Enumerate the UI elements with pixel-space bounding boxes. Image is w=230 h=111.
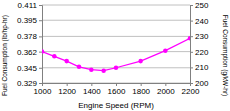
grid [42, 5, 190, 83]
tick: 220 [190, 48, 209, 57]
grid-line [42, 20, 190, 21]
tick-mark [190, 36, 193, 37]
tick-mark [91, 83, 92, 86]
chart: 10001200140016001800200022000.3290.3450.… [0, 0, 230, 111]
tick: 250 [190, 1, 209, 10]
y-axis: 0.329 0.345 0.362 0.378 0.395 0.411 [17, 1, 43, 88]
marker [42, 49, 44, 54]
tick-label: 0.329 [17, 79, 38, 88]
y-axis-title: Fuel Consumption (lb/hp-hr) [1, 15, 9, 96]
tick-mark [141, 83, 142, 86]
tick: 1200 [58, 83, 76, 96]
x-axis: 1000120014001600180020002200 [34, 83, 200, 96]
tick-label: 1400 [83, 87, 101, 96]
tick: 240 [190, 17, 209, 26]
tick-mark [116, 83, 117, 86]
tick-label: 0.395 [17, 16, 38, 25]
x-axis-title: Engine Speed (RPM) [78, 101, 154, 110]
marker [163, 48, 168, 53]
tick-label: 0.378 [17, 32, 38, 41]
tick-label: 220 [195, 48, 209, 57]
marker [89, 67, 94, 72]
tick-mark [39, 68, 42, 69]
tick: 0.329 [17, 79, 42, 88]
tick-label: 1600 [108, 87, 126, 96]
grid-line [42, 51, 190, 52]
marker [114, 66, 119, 71]
series-line [42, 38, 190, 70]
tick-label: 250 [195, 1, 209, 10]
tick-label: 210 [195, 63, 209, 72]
tick-label: 1200 [58, 87, 76, 96]
tick-label: 240 [195, 17, 209, 26]
tick: 1400 [83, 83, 101, 96]
marker [188, 36, 190, 41]
tick: 200 [190, 79, 209, 88]
y2-axis-title: Fuel Consumption (g/kW-hr) [221, 15, 229, 97]
tick-mark [39, 36, 42, 37]
tick: 0.411 [18, 1, 42, 10]
tick: 230 [190, 32, 209, 41]
tick-mark [190, 5, 193, 6]
tick-mark [190, 83, 193, 84]
tick-mark [39, 5, 42, 6]
tick: 1600 [108, 83, 126, 96]
tick-label: 2000 [157, 87, 175, 96]
tick-mark [165, 83, 166, 86]
marker [64, 59, 69, 64]
tick: 2000 [157, 83, 175, 96]
marker [77, 65, 82, 70]
tick: 0.345 [17, 64, 42, 73]
tick-label: 0.362 [17, 48, 38, 57]
tick-mark [190, 21, 193, 22]
tick: 0.378 [17, 32, 42, 41]
tick: 0.362 [17, 48, 42, 57]
tick-label: 230 [195, 32, 209, 41]
tick-mark [39, 83, 42, 84]
y2-axis: 200 210 220 230 240 250 [190, 1, 209, 88]
axis-line [39, 6, 43, 84]
tick-label: 0.345 [17, 64, 38, 73]
grid-line [42, 5, 190, 6]
tick-label: 0.411 [18, 1, 38, 10]
tick: 210 [190, 63, 209, 72]
tick: 0.395 [17, 16, 42, 25]
tick-mark [190, 67, 193, 68]
tick-mark [190, 52, 193, 53]
axis-line [43, 84, 191, 87]
tick-mark [67, 83, 68, 86]
plot-area [42, 36, 190, 73]
axis-line [191, 6, 194, 84]
tick-label: 1800 [132, 87, 150, 96]
marker [101, 68, 106, 73]
tick: 1800 [132, 83, 150, 96]
marker [138, 59, 143, 64]
tick-mark [39, 20, 42, 21]
grid-line [42, 36, 190, 37]
tick-label: 200 [195, 79, 209, 88]
marker [52, 54, 57, 59]
tick-mark [39, 52, 42, 53]
